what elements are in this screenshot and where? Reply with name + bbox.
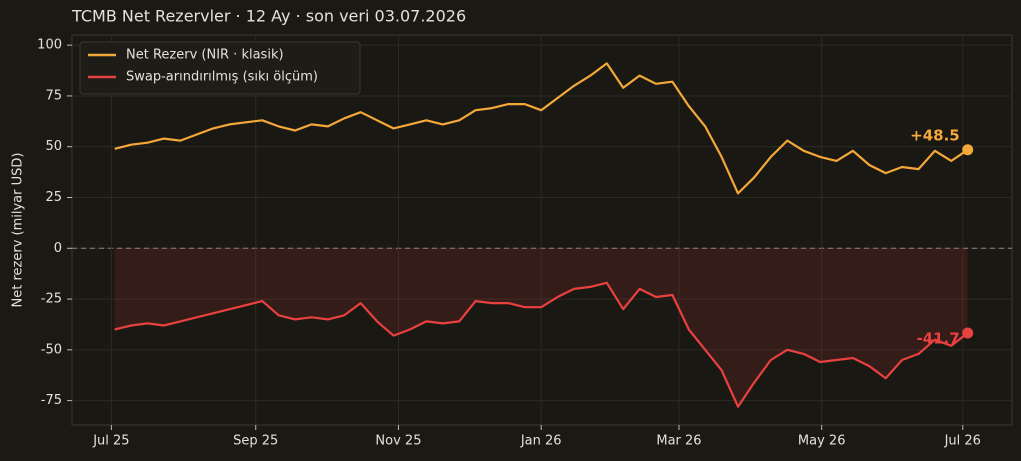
chart-title: TCMB Net Rezervler · 12 Ay · son veri 03… xyxy=(71,7,466,26)
value-label: -41.7 xyxy=(916,329,959,347)
x-tick-label: May 26 xyxy=(798,434,846,449)
y-tick-label: 25 xyxy=(45,190,62,205)
legend-label: Net Rezerv (NIR · klasik) xyxy=(126,48,284,63)
x-tick-label: Jul 25 xyxy=(92,434,129,449)
y-axis-label: Net rezerv (milyar USD) xyxy=(11,153,26,308)
y-tick-label: 0 xyxy=(54,241,62,256)
x-tick-label: Sep 25 xyxy=(233,434,278,449)
y-tick-label: -50 xyxy=(41,342,62,357)
legend: Net Rezerv (NIR · klasik) Swap-arındırılm… xyxy=(79,41,361,95)
y-tick-label: 75 xyxy=(45,88,62,103)
y-tick-label: 50 xyxy=(45,139,62,154)
series-line xyxy=(114,281,969,408)
y-tick-label: 100 xyxy=(37,38,62,53)
x-tick-label: Jul 26 xyxy=(944,434,981,449)
x-tick-label: Mar 26 xyxy=(656,434,701,449)
area-fill xyxy=(114,248,968,407)
x-tick-label: Nov 25 xyxy=(375,434,421,449)
end-marker xyxy=(962,144,974,156)
y-tick-label: -75 xyxy=(41,393,62,408)
value-label: +48.5 xyxy=(910,126,960,144)
y-tick-label: -25 xyxy=(41,292,62,307)
x-tick-label: Jan 26 xyxy=(520,434,562,449)
series-line xyxy=(114,62,969,195)
legend-box xyxy=(79,41,361,95)
end-marker xyxy=(962,327,974,339)
legend-label: Swap-arındırılmış (sıkı ölçüm) xyxy=(126,70,318,85)
